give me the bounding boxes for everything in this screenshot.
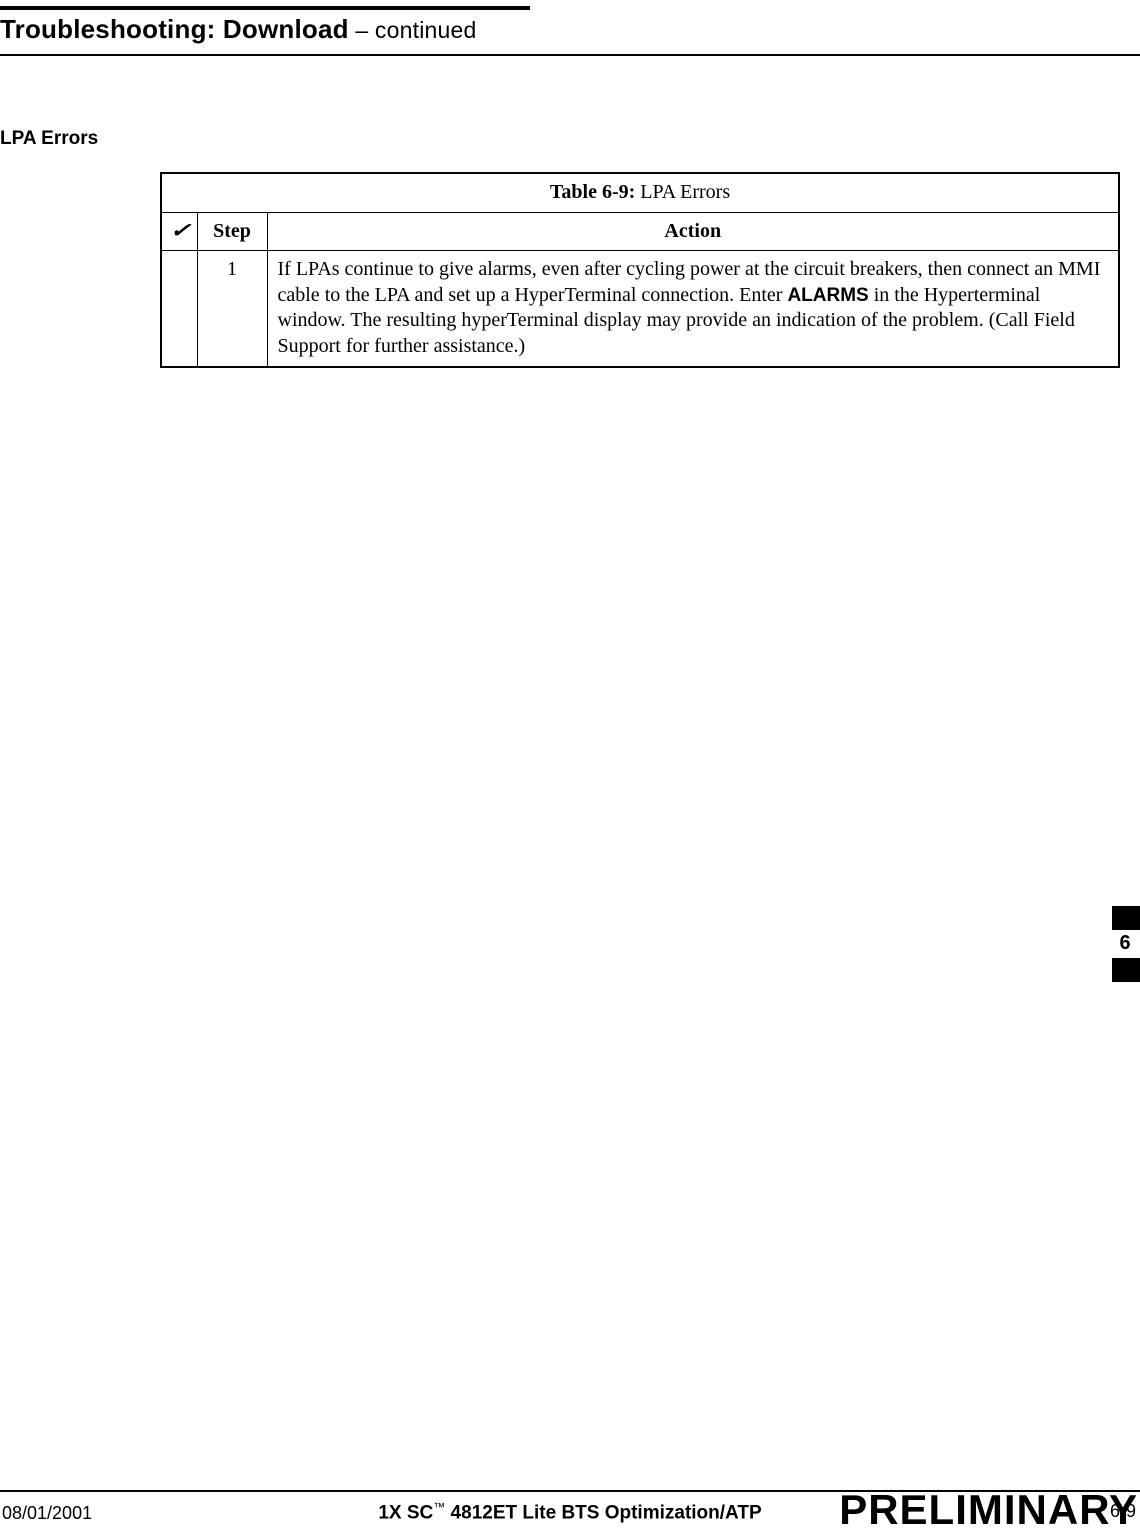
cell-step: 1 bbox=[197, 251, 267, 367]
table-header-row: ✓ Step Action bbox=[161, 212, 1119, 251]
table-caption-bold: Table 6-9: bbox=[550, 181, 635, 203]
footer-page-number: 6-9 bbox=[1110, 1501, 1136, 1522]
chapter-tab-top bbox=[1112, 906, 1140, 930]
col-check: ✓ bbox=[161, 212, 197, 251]
table-row: 1 If LPAs continue to give alarms, even … bbox=[161, 251, 1119, 367]
table-caption-rest: LPA Errors bbox=[635, 181, 730, 203]
heading-rule bbox=[0, 54, 1140, 56]
heading-continued: – continued bbox=[349, 17, 477, 43]
cell-check bbox=[161, 251, 197, 367]
action-keyword: ALARMS bbox=[787, 285, 868, 306]
chapter-tab-number: 6 bbox=[1116, 932, 1134, 955]
col-action: Action bbox=[267, 212, 1119, 251]
trademark-icon: ™ bbox=[433, 1500, 445, 1514]
preliminary-watermark: PRELIMINARY bbox=[839, 1486, 1138, 1534]
footer: 08/01/2001 1X SC™ 4812ET Lite BTS Optimi… bbox=[0, 1494, 1140, 1530]
lpa-errors-table-wrap: Table 6-9: LPA Errors ✓ Step Action 1 If… bbox=[160, 172, 1120, 368]
heading-bold: Troubleshooting: Download bbox=[0, 14, 349, 44]
table-title-row: Table 6-9: LPA Errors bbox=[161, 173, 1119, 212]
page-heading: Troubleshooting: Download – continued bbox=[0, 14, 476, 45]
chapter-tab-bottom bbox=[1112, 958, 1140, 982]
section-title: LPA Errors bbox=[0, 128, 98, 150]
lpa-errors-table: Table 6-9: LPA Errors ✓ Step Action 1 If… bbox=[160, 172, 1120, 368]
footer-center-post: 4812ET Lite BTS Optimization/ATP bbox=[445, 1502, 761, 1523]
footer-center-pre: 1X SC bbox=[378, 1502, 433, 1523]
check-icon: ✓ bbox=[169, 219, 191, 245]
top-rule bbox=[0, 6, 530, 10]
page: Troubleshooting: Download – continued LP… bbox=[0, 0, 1140, 1540]
table-caption: Table 6-9: LPA Errors bbox=[161, 173, 1119, 212]
cell-action: If LPAs continue to give alarms, even af… bbox=[267, 251, 1119, 367]
col-step: Step bbox=[197, 212, 267, 251]
